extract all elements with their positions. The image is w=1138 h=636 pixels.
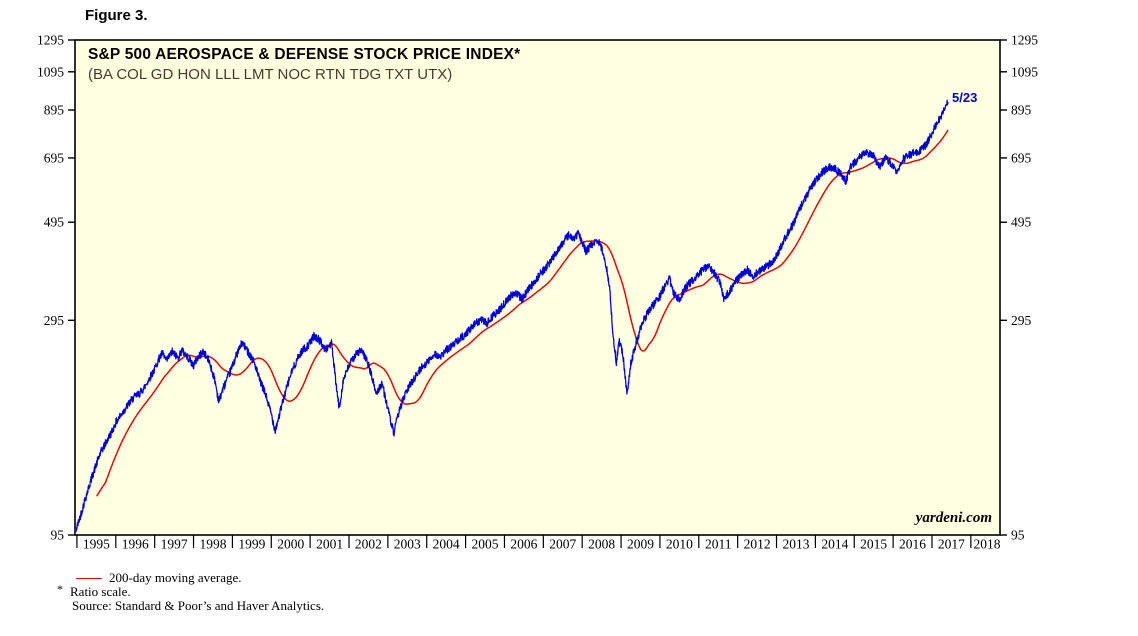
x-tick-label: 2017 bbox=[938, 537, 965, 552]
x-tick-label: 2010 bbox=[666, 537, 693, 552]
y-tick-label-left: 1095 bbox=[37, 64, 64, 79]
x-tick-label: 1997 bbox=[161, 537, 188, 552]
chart-title: S&P 500 AEROSPACE & DEFENSE STOCK PRICE … bbox=[88, 46, 521, 63]
footnote-ratio-text: Ratio scale. bbox=[70, 584, 131, 599]
price-line bbox=[76, 99, 949, 532]
x-tick-label: 2011 bbox=[705, 537, 732, 552]
y-tick-label-left: 95 bbox=[51, 528, 65, 543]
legend-label: 200-day moving average. bbox=[109, 570, 242, 585]
x-tick-label: 1995 bbox=[83, 537, 110, 552]
footnote-ratio: * Ratio scale. bbox=[57, 582, 131, 600]
y-tick-label-left: 295 bbox=[44, 313, 65, 328]
figure-label: Figure 3. bbox=[85, 7, 148, 24]
watermark: yardeni.com bbox=[915, 510, 992, 526]
x-tick-label: 2007 bbox=[549, 537, 576, 552]
x-tick-label: 2009 bbox=[627, 537, 654, 552]
last-date-annotation: 5/23 bbox=[952, 90, 978, 105]
ma-line-swatch bbox=[76, 577, 102, 579]
x-tick-label: 2018 bbox=[974, 537, 1001, 552]
y-tick-label-left: 495 bbox=[44, 215, 65, 230]
x-tick-label: 2008 bbox=[588, 537, 615, 552]
x-tick-label: 1996 bbox=[122, 537, 149, 552]
y-tick-label-left: 695 bbox=[44, 150, 65, 165]
x-tick-label: 2013 bbox=[782, 537, 809, 552]
x-tick-label: 2000 bbox=[277, 537, 304, 552]
y-tick-label-right: 695 bbox=[1011, 150, 1032, 165]
x-tick-label: 2014 bbox=[821, 537, 848, 552]
x-tick-label: 2015 bbox=[860, 537, 887, 552]
x-tick-label: 2016 bbox=[899, 537, 926, 552]
y-tick-label-right: 1295 bbox=[1011, 33, 1038, 48]
x-tick-label: 2001 bbox=[316, 537, 343, 552]
plot-background bbox=[75, 40, 1000, 535]
footnote-source: Source: Standard & Poor’s and Haver Anal… bbox=[72, 598, 325, 613]
legend: 200-day moving average. bbox=[76, 570, 241, 586]
y-tick-label-right: 495 bbox=[1011, 215, 1032, 230]
x-tick-label: 2006 bbox=[510, 537, 537, 552]
y-tick-label-right: 895 bbox=[1011, 103, 1032, 118]
x-tick-label: 2003 bbox=[394, 537, 421, 552]
y-tick-label-right: 295 bbox=[1011, 313, 1032, 328]
x-tick-label: 2004 bbox=[433, 537, 460, 552]
x-tick-label: 1999 bbox=[238, 537, 265, 552]
x-tick-label: 2002 bbox=[355, 537, 382, 552]
y-tick-label-left: 895 bbox=[44, 103, 65, 118]
y-tick-label-left: 1295 bbox=[37, 33, 64, 48]
x-tick-label: 1998 bbox=[199, 537, 226, 552]
y-tick-label-right: 95 bbox=[1011, 528, 1025, 543]
x-tick-label: 2005 bbox=[472, 537, 499, 552]
plot-frame bbox=[74, 39, 1001, 536]
ma-line bbox=[96, 129, 949, 497]
x-tick-label: 2012 bbox=[744, 537, 771, 552]
chart-subtitle: (BA COL GD HON LLL LMT NOC RTN TDG TXT U… bbox=[88, 66, 453, 83]
y-tick-label-right: 1095 bbox=[1011, 64, 1038, 79]
footnote-asterisk: * bbox=[57, 582, 63, 596]
